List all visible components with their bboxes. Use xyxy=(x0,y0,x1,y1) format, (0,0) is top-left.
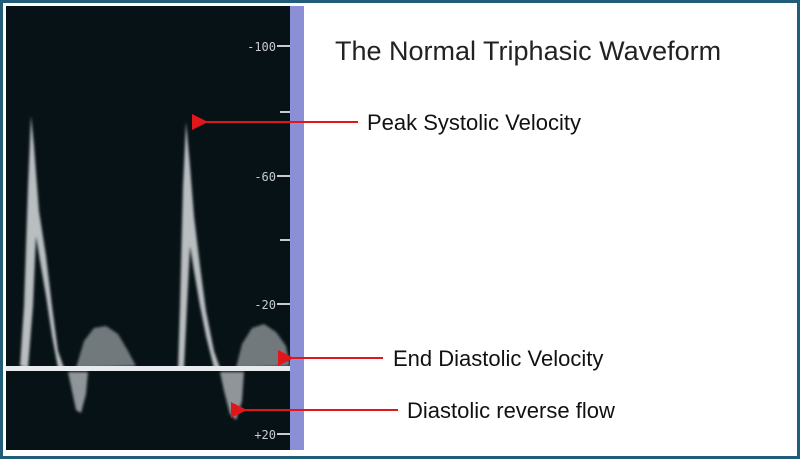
scale-tick-label: -20 xyxy=(254,298,276,312)
diastolic-reverse-flow-label: Diastolic reverse flow xyxy=(407,398,615,423)
peak-systolic-velocity-label: Peak Systolic Velocity xyxy=(367,110,581,135)
scale-tick-label: -60 xyxy=(254,170,276,184)
waveform-cycle-1 xyxy=(20,116,136,413)
waveform-cycle-2 xyxy=(178,122,290,420)
doppler-spectrum-panel: -100 -60 -20 +20 xyxy=(6,6,304,450)
end-diastolic-velocity-label: End Diastolic Velocity xyxy=(393,346,604,371)
scale-tick-label: -100 xyxy=(247,40,276,54)
velocity-scale-bar xyxy=(290,6,304,450)
zero-baseline xyxy=(6,366,290,371)
scale-tick-marks xyxy=(277,45,290,435)
doppler-waveform-graphic: -100 -60 -20 +20 xyxy=(6,6,304,450)
figure-title: The Normal Triphasic Waveform xyxy=(335,36,722,66)
scale-tick-label: +20 xyxy=(254,428,276,442)
